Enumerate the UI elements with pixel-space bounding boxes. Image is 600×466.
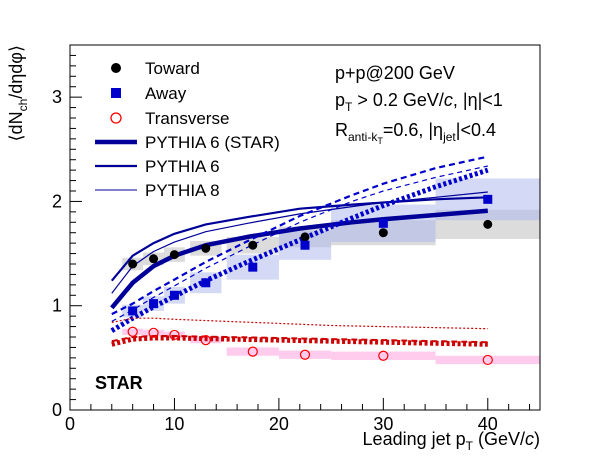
- transverse-point: [148, 327, 159, 338]
- curve-away-pythia-8: [111, 165, 488, 322]
- sys-band-transverse: [331, 351, 436, 360]
- experiment-label: STAR: [95, 373, 143, 393]
- sys-band-transverse: [164, 331, 185, 339]
- toward-point: [378, 228, 388, 238]
- legend-pythia6-star-label: PYTHIA 6 (STAR): [145, 133, 280, 152]
- info-pt-cut: pT > 0.2 GeV/c, |η|<1: [335, 90, 503, 114]
- x-tick-label: 20: [269, 414, 289, 434]
- toward-point: [248, 240, 258, 250]
- toward-point: [169, 250, 179, 260]
- toward-point: [300, 232, 310, 242]
- away-point: [483, 194, 493, 204]
- curve-toward-pythia-6: [110, 196, 488, 282]
- y-axis-title: ⟨dNch/dηdφ⟩: [6, 45, 30, 141]
- legend: Toward Away Transverse PYTHIA 6 (STAR) P…: [95, 59, 280, 200]
- transverse-point: [127, 326, 138, 337]
- legend-toward-label: Toward: [145, 59, 200, 78]
- x-tick-label: 0: [65, 414, 75, 434]
- sys-band-transverse: [122, 328, 144, 335]
- sys-band-transverse: [226, 347, 279, 356]
- legend-transverse-label: Transverse: [145, 109, 229, 128]
- away-point: [128, 306, 138, 316]
- toward-point: [483, 219, 493, 229]
- legend-pythia6-label: PYTHIA 6: [145, 157, 220, 176]
- plot-frame: [69, 44, 541, 411]
- axis-ticks: 0 10 20 30 40 0 1 2 3: [52, 44, 531, 434]
- curve-toward-pythia-6-star: [110, 208, 488, 310]
- info-jet-def: Ranti-kT=0.6, |ηjet|<0.4: [335, 120, 496, 146]
- pythia-curves: [110, 155, 489, 347]
- legend-away-label: Away: [145, 84, 187, 103]
- away-point: [201, 278, 211, 288]
- away-point: [248, 262, 258, 272]
- away-point: [300, 240, 310, 250]
- toward-point: [149, 254, 159, 264]
- legend-toward-marker: [111, 63, 121, 73]
- transverse-point: [482, 354, 493, 366]
- sys-band-transverse: [435, 355, 540, 365]
- x-axis-title: Leading jet pT (GeV/c): [363, 429, 540, 453]
- x-tick-label: 10: [164, 414, 184, 434]
- legend-away-marker: [111, 88, 121, 98]
- info-collision: p+p@200 GeV: [335, 63, 455, 83]
- curve-away-pythia-6: [111, 155, 489, 316]
- away-point: [378, 218, 388, 228]
- data-markers: [127, 194, 493, 366]
- curve-transverse-pythia-8: [111, 317, 488, 330]
- y-tick-label: 3: [52, 87, 62, 107]
- sys-band-transverse: [278, 350, 332, 359]
- legend-transverse-marker: [110, 112, 122, 124]
- transverse-point: [169, 329, 180, 341]
- legend-pythia8-label: PYTHIA 8: [145, 181, 220, 200]
- transverse-point: [299, 349, 311, 360]
- toward-point: [128, 259, 138, 269]
- y-tick-label: 0: [52, 400, 62, 420]
- sys-band-transverse: [143, 329, 164, 336]
- x-tick-label: 40: [478, 414, 498, 434]
- curve-toward-pythia-8: [111, 191, 488, 294]
- curve-transverse-pythia-6: [111, 335, 488, 344]
- y-tick-label: 1: [52, 296, 62, 316]
- curve-transverse-pythia-6-star: [111, 335, 488, 347]
- curve-away-pythia-6-star: [110, 167, 489, 333]
- transverse-point: [247, 346, 258, 357]
- info-annotations: p+p@200 GeV pT > 0.2 GeV/c, |η|<1 Ranti-…: [95, 63, 503, 393]
- toward-point: [201, 243, 211, 253]
- transverse-point: [378, 350, 389, 361]
- away-point: [149, 299, 159, 309]
- y-tick-label: 2: [52, 191, 62, 211]
- transverse-point: [200, 335, 211, 346]
- away-point: [169, 290, 179, 300]
- x-tick-label: 30: [373, 414, 393, 434]
